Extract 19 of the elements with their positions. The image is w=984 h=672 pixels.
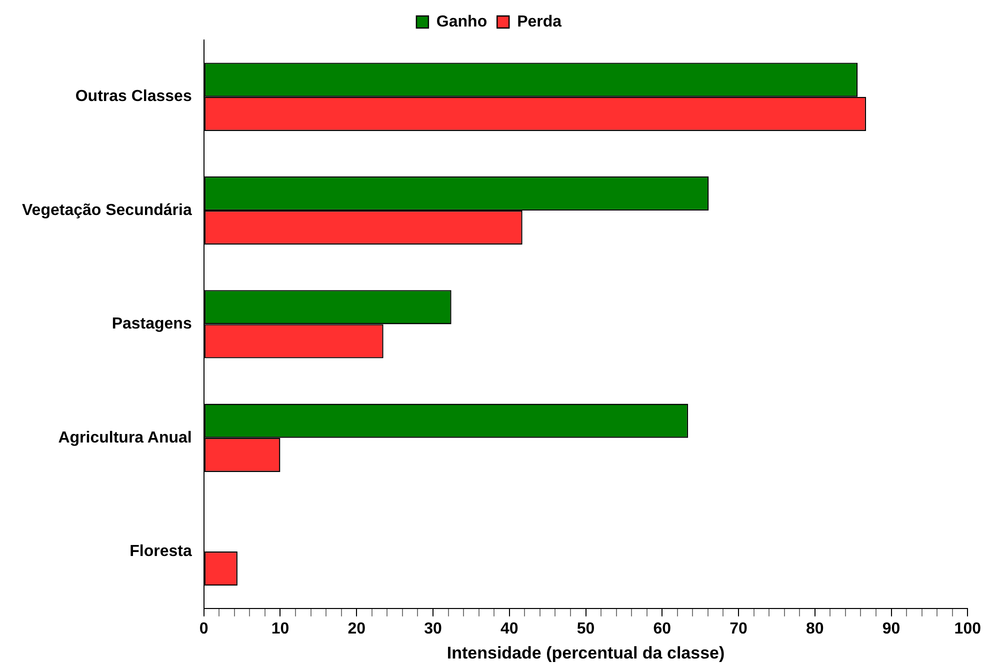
y-tick-label: Floresta: [130, 542, 192, 560]
x-tick-label: 100: [954, 620, 982, 638]
x-tick-label: 80: [806, 620, 824, 638]
y-tick-label: Vegetação Secundária: [22, 202, 192, 219]
x-tick-label: 70: [730, 620, 748, 638]
legend-label: Ganho: [436, 13, 488, 30]
x-tick-label: 60: [653, 620, 672, 638]
x-tick-label: 20: [348, 620, 366, 638]
y-tick-label: Agricultura Anual: [58, 429, 192, 446]
x-tick-label: 30: [424, 620, 442, 638]
y-tick-label: Pastagens: [112, 316, 192, 333]
x-tick-label: 50: [576, 620, 595, 638]
x-tick-label: 10: [271, 620, 290, 638]
x-tick-label: 90: [882, 620, 900, 638]
x-tick-label: 40: [500, 620, 518, 638]
y-tick-label: Outras Classes: [75, 88, 192, 106]
legend-label: Perda: [517, 13, 562, 30]
x-tick-label: 0: [199, 620, 208, 638]
x-axis-title: Intensidade (percentual da classe): [446, 643, 725, 662]
